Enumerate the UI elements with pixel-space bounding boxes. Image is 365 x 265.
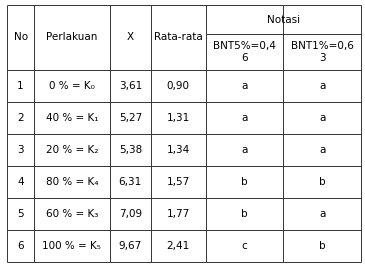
Text: 5,38: 5,38 (119, 145, 142, 155)
Text: b: b (241, 177, 248, 187)
Text: a: a (319, 113, 326, 123)
Text: X: X (127, 32, 134, 42)
Text: a: a (241, 81, 248, 91)
Text: 5,27: 5,27 (119, 113, 142, 123)
Text: 80 % = K₄: 80 % = K₄ (46, 177, 98, 187)
Text: b: b (241, 209, 248, 219)
Text: 1,77: 1,77 (166, 209, 190, 219)
Text: 1: 1 (17, 81, 24, 91)
Text: 60 % = K₃: 60 % = K₃ (46, 209, 98, 219)
Text: 2,41: 2,41 (166, 241, 190, 251)
Text: a: a (241, 145, 248, 155)
Text: 3,61: 3,61 (119, 81, 142, 91)
Text: 0 % = K₀: 0 % = K₀ (49, 81, 95, 91)
Text: Perlakuan: Perlakuan (46, 32, 97, 42)
Text: 5: 5 (17, 209, 24, 219)
Text: a: a (319, 209, 326, 219)
Text: a: a (241, 113, 248, 123)
Text: No: No (14, 32, 28, 42)
Text: BNT1%=0,6
3: BNT1%=0,6 3 (291, 41, 354, 63)
Text: 20 % = K₂: 20 % = K₂ (46, 145, 98, 155)
Text: 2: 2 (17, 113, 24, 123)
Text: 1,57: 1,57 (166, 177, 190, 187)
Text: a: a (319, 81, 326, 91)
Text: 40 % = K₁: 40 % = K₁ (46, 113, 98, 123)
Text: b: b (319, 241, 326, 251)
Text: 1,34: 1,34 (166, 145, 190, 155)
Text: 100 % = K₅: 100 % = K₅ (42, 241, 101, 251)
Text: 7,09: 7,09 (119, 209, 142, 219)
Text: 6: 6 (17, 241, 24, 251)
Text: Notasi: Notasi (267, 15, 300, 25)
Text: b: b (319, 177, 326, 187)
Text: a: a (319, 145, 326, 155)
Text: BNT5%=0,4
6: BNT5%=0,4 6 (213, 41, 276, 63)
Text: 3: 3 (17, 145, 24, 155)
Text: 4: 4 (17, 177, 24, 187)
Text: 1,31: 1,31 (166, 113, 190, 123)
Text: 0,90: 0,90 (167, 81, 190, 91)
Text: c: c (242, 241, 247, 251)
Text: Rata-rata: Rata-rata (154, 32, 203, 42)
Text: 6,31: 6,31 (119, 177, 142, 187)
Text: 9,67: 9,67 (119, 241, 142, 251)
